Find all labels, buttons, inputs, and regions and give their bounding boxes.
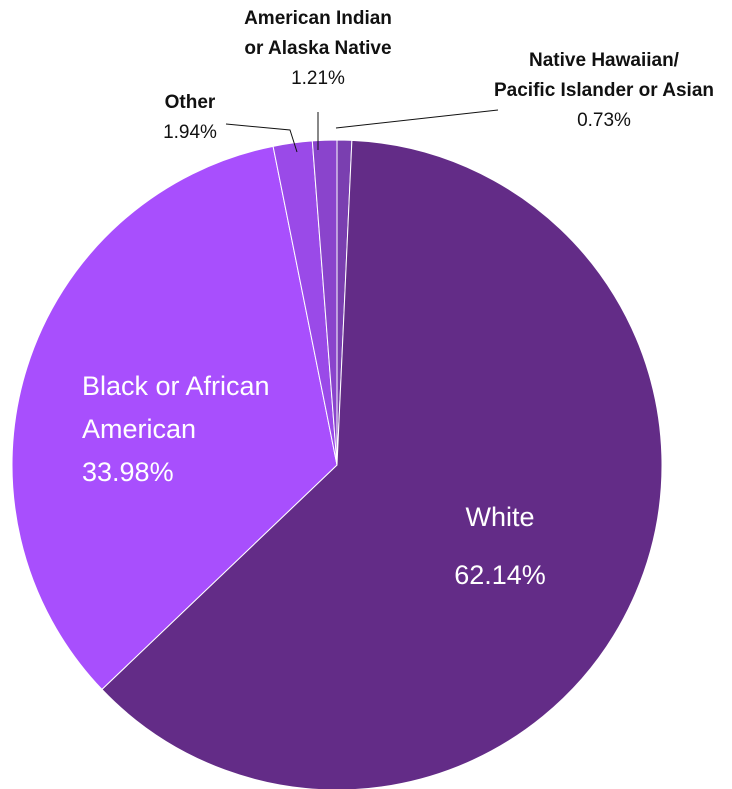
- slice-label-line: or Alaska Native: [244, 38, 391, 59]
- slice-percent: 33.98%: [82, 457, 174, 487]
- slice-labels: Native Hawaiian/Pacific Islander or Asia…: [82, 8, 714, 590]
- slice-label-line: Native Hawaiian/: [529, 50, 680, 71]
- pie-slice: [11, 145, 338, 691]
- slice-label-line: American Indian: [244, 8, 392, 29]
- leader-line: [225, 123, 298, 153]
- slice-percent: 0.73%: [577, 110, 631, 131]
- slice-label: Native Hawaiian/Pacific Islander or Asia…: [494, 50, 714, 131]
- slice-percent: 62.14%: [454, 560, 546, 590]
- pie-slices: [11, 139, 663, 789]
- leader-line: [335, 109, 499, 129]
- slice-label-line: White: [465, 502, 534, 532]
- slice-label: White 62.14%: [454, 502, 546, 590]
- slice-percent: 1.21%: [291, 68, 345, 89]
- slice-label-line: Black or African: [82, 371, 270, 401]
- slice-percent: 1.94%: [163, 122, 217, 143]
- slice-label: American Indian or Alaska Native 1.21%: [244, 8, 392, 89]
- slice-label-line: Pacific Islander or Asian: [494, 80, 714, 101]
- leader-lines: [225, 109, 499, 153]
- slice-label-line: American: [82, 414, 196, 444]
- pie-slice: [311, 139, 338, 466]
- slice-label-line: Other: [165, 92, 216, 113]
- pie-slice: [101, 139, 663, 789]
- slice-label: Black or African American 33.98%: [82, 371, 270, 487]
- slice-label: Other 1.94%: [163, 92, 217, 143]
